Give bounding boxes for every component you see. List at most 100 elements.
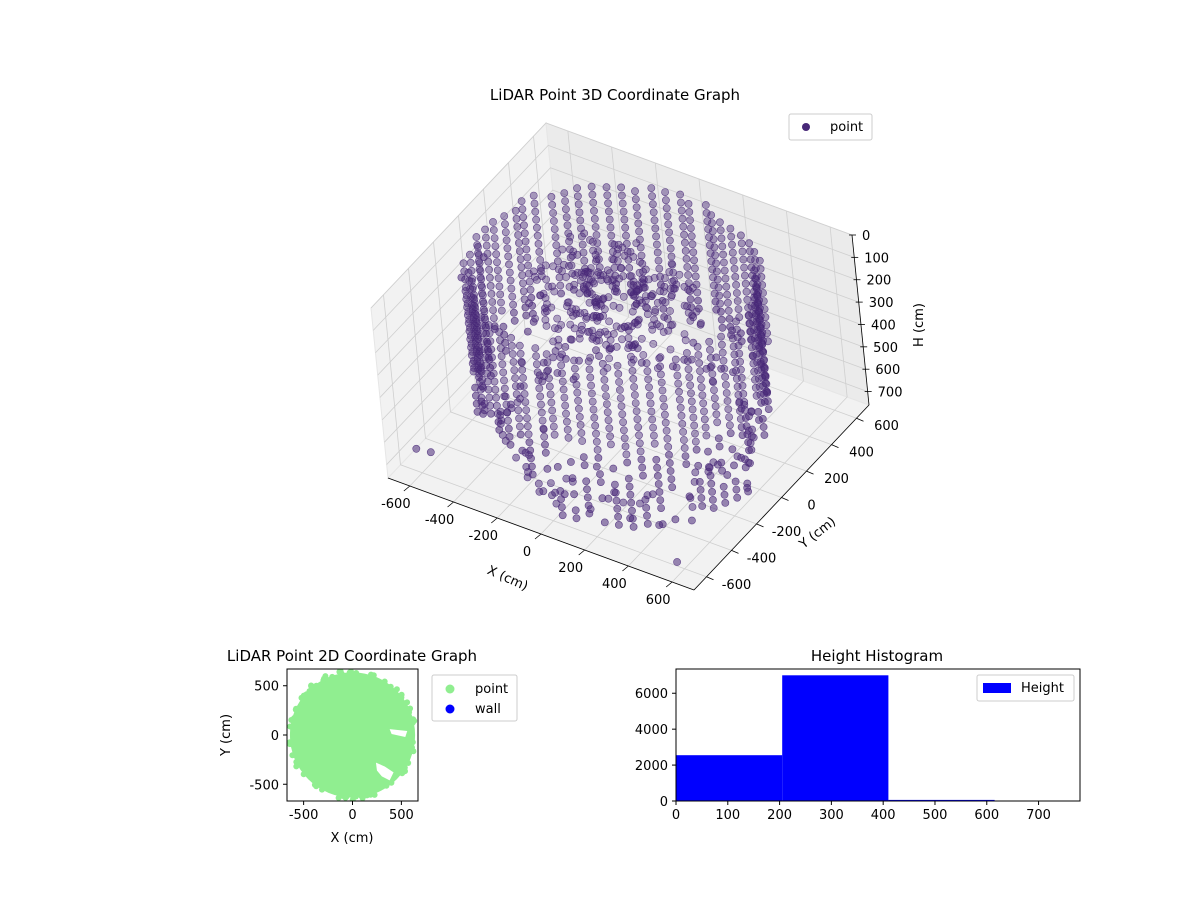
plot3d-point [699, 399, 708, 408]
plot3d-point [631, 399, 640, 407]
plot3d-point [584, 501, 593, 510]
plot3d-point [637, 334, 646, 343]
plot3d-point [562, 213, 571, 222]
plot3d-htick-label: 200 [866, 274, 891, 289]
plot2d-xlabel: X (cm) [331, 831, 374, 846]
plot3d-point [690, 256, 698, 265]
histogram-legend-box [976, 674, 1075, 702]
plot3d-ytick-label: -400 [747, 551, 777, 566]
plot3d-point [633, 415, 642, 424]
plot3d-point [747, 302, 756, 311]
plot3d-point [651, 308, 659, 316]
plot3d-point [503, 244, 512, 253]
plot3d-point [683, 302, 691, 311]
plot3d-point [675, 270, 684, 279]
plot3d-point [575, 412, 584, 421]
plot3d-point [486, 401, 495, 410]
plot3d-point [588, 237, 597, 246]
plot3d-point [662, 204, 671, 213]
histogram-bar [782, 675, 889, 801]
plot3d-point [559, 385, 568, 394]
plot3d-point [648, 415, 657, 424]
plot2d-ytick-label: 500 [254, 680, 279, 695]
plot3d-point [651, 306, 660, 314]
plot3d-point [660, 402, 668, 411]
plot3d-ytick-label: -600 [722, 578, 752, 593]
plot3d-point [518, 271, 527, 280]
plot3d-htick-label: 500 [873, 341, 898, 356]
plot3d-point [475, 369, 483, 378]
plot3d-point [588, 190, 597, 199]
plot3d-point [733, 325, 741, 334]
histogram-xtick-label: 400 [871, 808, 896, 823]
plot2d-point [293, 763, 300, 770]
plot3d-point [550, 217, 558, 225]
plot3d-point [636, 257, 644, 266]
plot3d-point [600, 518, 609, 527]
plot3d-point [713, 275, 722, 284]
plot3d-point [623, 458, 632, 467]
plot3d-point [585, 509, 594, 518]
plot3d-point [500, 384, 509, 393]
plot3d-point [696, 375, 705, 384]
plot3d-point [646, 399, 655, 408]
plot3d-point [737, 423, 746, 431]
plot3d-point [654, 256, 663, 265]
plot3d-point [553, 249, 561, 258]
plot3d-point [476, 267, 485, 276]
plot3d-htick-label: 100 [864, 251, 889, 266]
plot3d-point [682, 460, 691, 468]
plot3d-point [657, 504, 665, 512]
plot3d-point [578, 437, 587, 445]
plot2d-ticks: -500 0 500 -500 0 500 [249, 680, 413, 823]
plot3d-point [465, 250, 474, 259]
plot3d-point [717, 315, 726, 324]
plot3d-point [626, 288, 635, 297]
plot3d-point [531, 207, 540, 216]
plot3d-point [472, 233, 481, 241]
plot3d-point [505, 432, 514, 441]
plot3d-point [741, 271, 749, 280]
plot3d-point [687, 397, 696, 406]
plot3d-point [590, 206, 598, 215]
plot3d-point [534, 376, 543, 385]
plot3d-point [611, 480, 619, 489]
plot3d-htick-label: 300 [869, 296, 894, 311]
plot3d-point [728, 248, 737, 257]
plot3d-point [571, 364, 579, 373]
plot3d-point [539, 289, 548, 298]
plot3d-point [754, 407, 763, 416]
plot3d-point [663, 314, 672, 323]
plot3d-point [632, 407, 641, 415]
plot3d-point [495, 425, 504, 434]
plot3d-point [462, 295, 471, 303]
plot3d-point [606, 432, 614, 441]
plot3d-point [564, 433, 573, 442]
plot3d-point [534, 239, 543, 248]
plot3d-point [516, 255, 525, 263]
plot3d-point [492, 401, 501, 410]
plot3d-point [495, 328, 504, 336]
plot3d-point [562, 409, 570, 418]
plot3d-point [611, 287, 619, 296]
plot3d-point [654, 471, 662, 480]
plot3d-point [720, 490, 729, 499]
plot3d-point [563, 417, 571, 426]
plot3d-point [481, 353, 490, 362]
plot3d-point [686, 295, 695, 304]
plot3d-point [718, 340, 726, 349]
plot3d-point [567, 261, 576, 270]
plot3d-point [602, 392, 610, 400]
plot3d-point [656, 362, 664, 371]
plot3d-point [708, 227, 717, 236]
plot3d-point [489, 218, 497, 226]
plot3d-xtick-label: -600 [381, 497, 411, 512]
plot3d-point [481, 225, 489, 234]
plot3d-point [484, 385, 493, 394]
plot3d-point [592, 437, 601, 446]
plot3d-point [629, 277, 638, 286]
plot3d-point [605, 354, 613, 363]
plot2d-point [388, 779, 395, 786]
plot3d-point [716, 218, 724, 227]
plot3d-point [738, 431, 747, 439]
